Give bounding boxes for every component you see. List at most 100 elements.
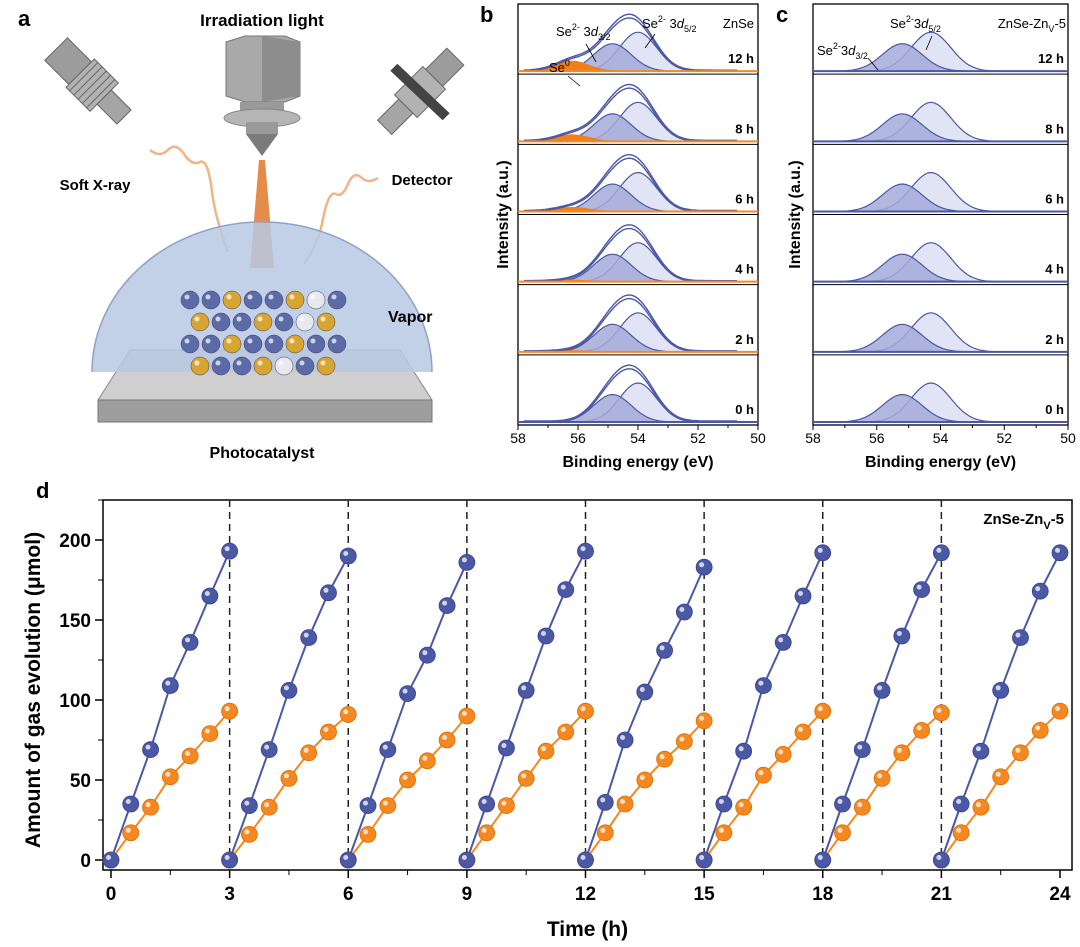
atom — [253, 312, 273, 332]
atom-highlight — [299, 316, 305, 322]
data-point-blue — [418, 646, 436, 664]
data-point-blue — [260, 741, 278, 758]
x-tick-label: 12 — [575, 884, 596, 905]
label-se0: Se0 — [549, 58, 570, 75]
atom — [232, 356, 252, 376]
point-highlight — [303, 747, 309, 753]
data-point-blue — [339, 851, 357, 869]
data-point-blue — [557, 581, 575, 598]
point-highlight — [718, 799, 724, 804]
atom — [222, 334, 242, 354]
atom-highlight — [215, 360, 221, 366]
x-tick-label: 18 — [812, 884, 833, 905]
spectrum-time-label: 6 h — [1045, 192, 1064, 207]
point-highlight — [343, 709, 349, 715]
data-point-orange — [122, 824, 140, 842]
point-highlight — [204, 591, 210, 596]
data-point-orange — [972, 798, 990, 816]
point-highlight — [758, 770, 764, 776]
point-highlight — [877, 773, 883, 779]
x-axis-title: Binding energy (eV) — [865, 454, 1016, 471]
xps-panel-znse: 12 h 8 h 6 h 4 h 2 h 0 h 58 56 54 52 50 Binding ene… — [495, 3, 766, 471]
atom-highlight — [236, 316, 242, 322]
data-point-blue — [873, 682, 891, 699]
point-highlight — [1015, 632, 1021, 638]
data-point-orange — [399, 771, 416, 789]
point-highlight — [699, 855, 705, 860]
point-highlight — [679, 607, 685, 612]
title-znse-znv5-d: ZnSe-ZnV-5 — [983, 511, 1064, 532]
atom — [274, 312, 294, 332]
point-highlight — [639, 687, 645, 692]
x-tick-label: 50 — [1060, 430, 1076, 446]
data-point-blue — [814, 851, 832, 869]
atom — [243, 334, 263, 354]
data-point-orange — [695, 712, 713, 730]
atom — [243, 290, 263, 310]
point-highlight — [323, 727, 329, 732]
point-highlight — [560, 584, 566, 590]
spectrum-time-label: 8 h — [735, 121, 754, 136]
data-point-blue — [359, 797, 377, 814]
data-point-blue — [932, 544, 950, 562]
data-point-blue — [458, 554, 476, 571]
point-highlight — [145, 744, 151, 750]
data-point-blue — [300, 629, 318, 646]
point-highlight — [363, 800, 369, 806]
point-highlight — [264, 802, 270, 808]
point-highlight — [402, 775, 408, 780]
atom — [274, 356, 294, 376]
raw-spectrum — [524, 364, 737, 422]
title-znse-znv5-c: ZnSe-ZnV-5 — [998, 16, 1066, 34]
point-highlight — [975, 746, 981, 752]
atom — [295, 356, 315, 376]
detector-icon — [376, 47, 465, 136]
atom — [222, 290, 242, 310]
data-point-blue — [221, 542, 239, 560]
point-highlight — [778, 749, 784, 755]
point-highlight — [165, 680, 171, 686]
raw-spectrum — [524, 153, 737, 212]
data-point-blue — [221, 851, 239, 869]
x-tick-label: 54 — [630, 430, 646, 446]
spectrum-time-label: 6 h — [735, 192, 754, 207]
xps-panel-znse-znv5: 12 h 8 h 6 h 4 h 2 h 0 h 58 56 54 52 50 Binding ene… — [787, 3, 1076, 471]
data-point-blue — [952, 795, 970, 813]
x-tick-label: 52 — [996, 430, 1012, 446]
data-point-blue — [517, 682, 535, 699]
data-point-orange — [379, 797, 397, 814]
point-highlight — [303, 632, 309, 638]
data-point-orange — [142, 798, 159, 816]
data-point-blue — [379, 741, 397, 758]
point-highlight — [778, 637, 784, 643]
atom-highlight — [310, 338, 316, 344]
data-point-orange — [774, 746, 792, 763]
data-point-blue — [755, 677, 772, 694]
point-highlight — [580, 706, 586, 712]
atom — [306, 334, 326, 354]
data-point-orange — [616, 795, 634, 813]
atom-highlight — [247, 294, 253, 300]
data-point-orange — [478, 824, 496, 842]
atom-highlight — [278, 360, 284, 366]
atom — [306, 290, 326, 310]
atom — [316, 312, 336, 332]
data-point-blue — [913, 581, 931, 598]
data-point-blue — [240, 797, 258, 814]
x-tick-label: 9 — [462, 884, 473, 905]
point-highlight — [382, 800, 388, 806]
x-tick-label: 58 — [510, 430, 526, 446]
point-highlight — [165, 771, 171, 777]
point-highlight — [817, 855, 823, 860]
x-tick-label: 50 — [750, 430, 766, 446]
data-point-blue — [814, 544, 832, 562]
data-point-blue — [834, 795, 851, 813]
atom — [316, 356, 336, 376]
data-point-orange — [1012, 744, 1029, 762]
atom — [180, 334, 200, 354]
data-point-orange — [517, 770, 535, 787]
data-point-blue — [438, 597, 456, 614]
data-point-blue — [992, 682, 1010, 699]
x-tick-label: 56 — [869, 430, 885, 446]
